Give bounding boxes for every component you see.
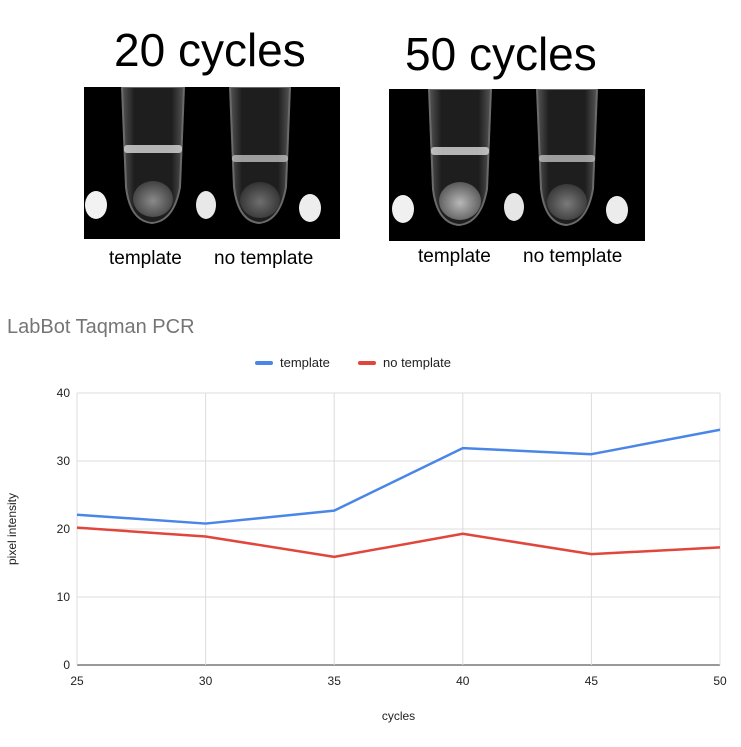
caption-template-20: template bbox=[109, 248, 182, 269]
y-tick-labels: 0 10 20 30 40 bbox=[57, 386, 71, 672]
x-tick-label: 25 bbox=[70, 674, 84, 688]
panel-title-20-cycles: 20 cycles bbox=[114, 24, 306, 76]
legend-label: no template bbox=[383, 355, 451, 370]
caption-no-template-20: no template bbox=[214, 248, 314, 269]
series-lines bbox=[76, 428, 721, 559]
y-tick-label: 0 bbox=[63, 658, 70, 672]
tube-photo-20-cycles bbox=[84, 87, 340, 239]
x-tick-label: 50 bbox=[713, 674, 727, 688]
line-chart: template no template 0 10 20 30 40 25 30 35 40 45… bbox=[5, 355, 727, 723]
panel-title-50-cycles: 50 cycles bbox=[405, 28, 597, 80]
y-tick-label: 10 bbox=[57, 590, 71, 604]
chart-legend: template no template bbox=[255, 355, 451, 370]
caption-template-50: template bbox=[418, 246, 491, 267]
y-tick-label: 30 bbox=[57, 454, 71, 468]
chart-title: LabBot Taqman PCR bbox=[7, 316, 195, 338]
x-axis-label: cycles bbox=[382, 709, 415, 723]
y-axis-label: pixel intensity bbox=[5, 493, 19, 565]
tube-photo-50-cycles bbox=[389, 89, 645, 241]
series-line-template bbox=[76, 428, 721, 525]
x-tick-label: 30 bbox=[199, 674, 213, 688]
x-tick-label: 40 bbox=[456, 674, 470, 688]
y-tick-label: 40 bbox=[57, 386, 71, 400]
y-tick-label: 20 bbox=[57, 522, 71, 536]
caption-no-template-50: no template bbox=[523, 246, 623, 267]
x-tick-labels: 25 30 35 40 45 50 bbox=[70, 674, 727, 688]
grid-lines bbox=[76, 392, 721, 666]
series-line-no-template bbox=[76, 526, 721, 559]
x-tick-label: 35 bbox=[328, 674, 342, 688]
x-tick-label: 45 bbox=[585, 674, 599, 688]
legend-label: template bbox=[280, 355, 330, 370]
